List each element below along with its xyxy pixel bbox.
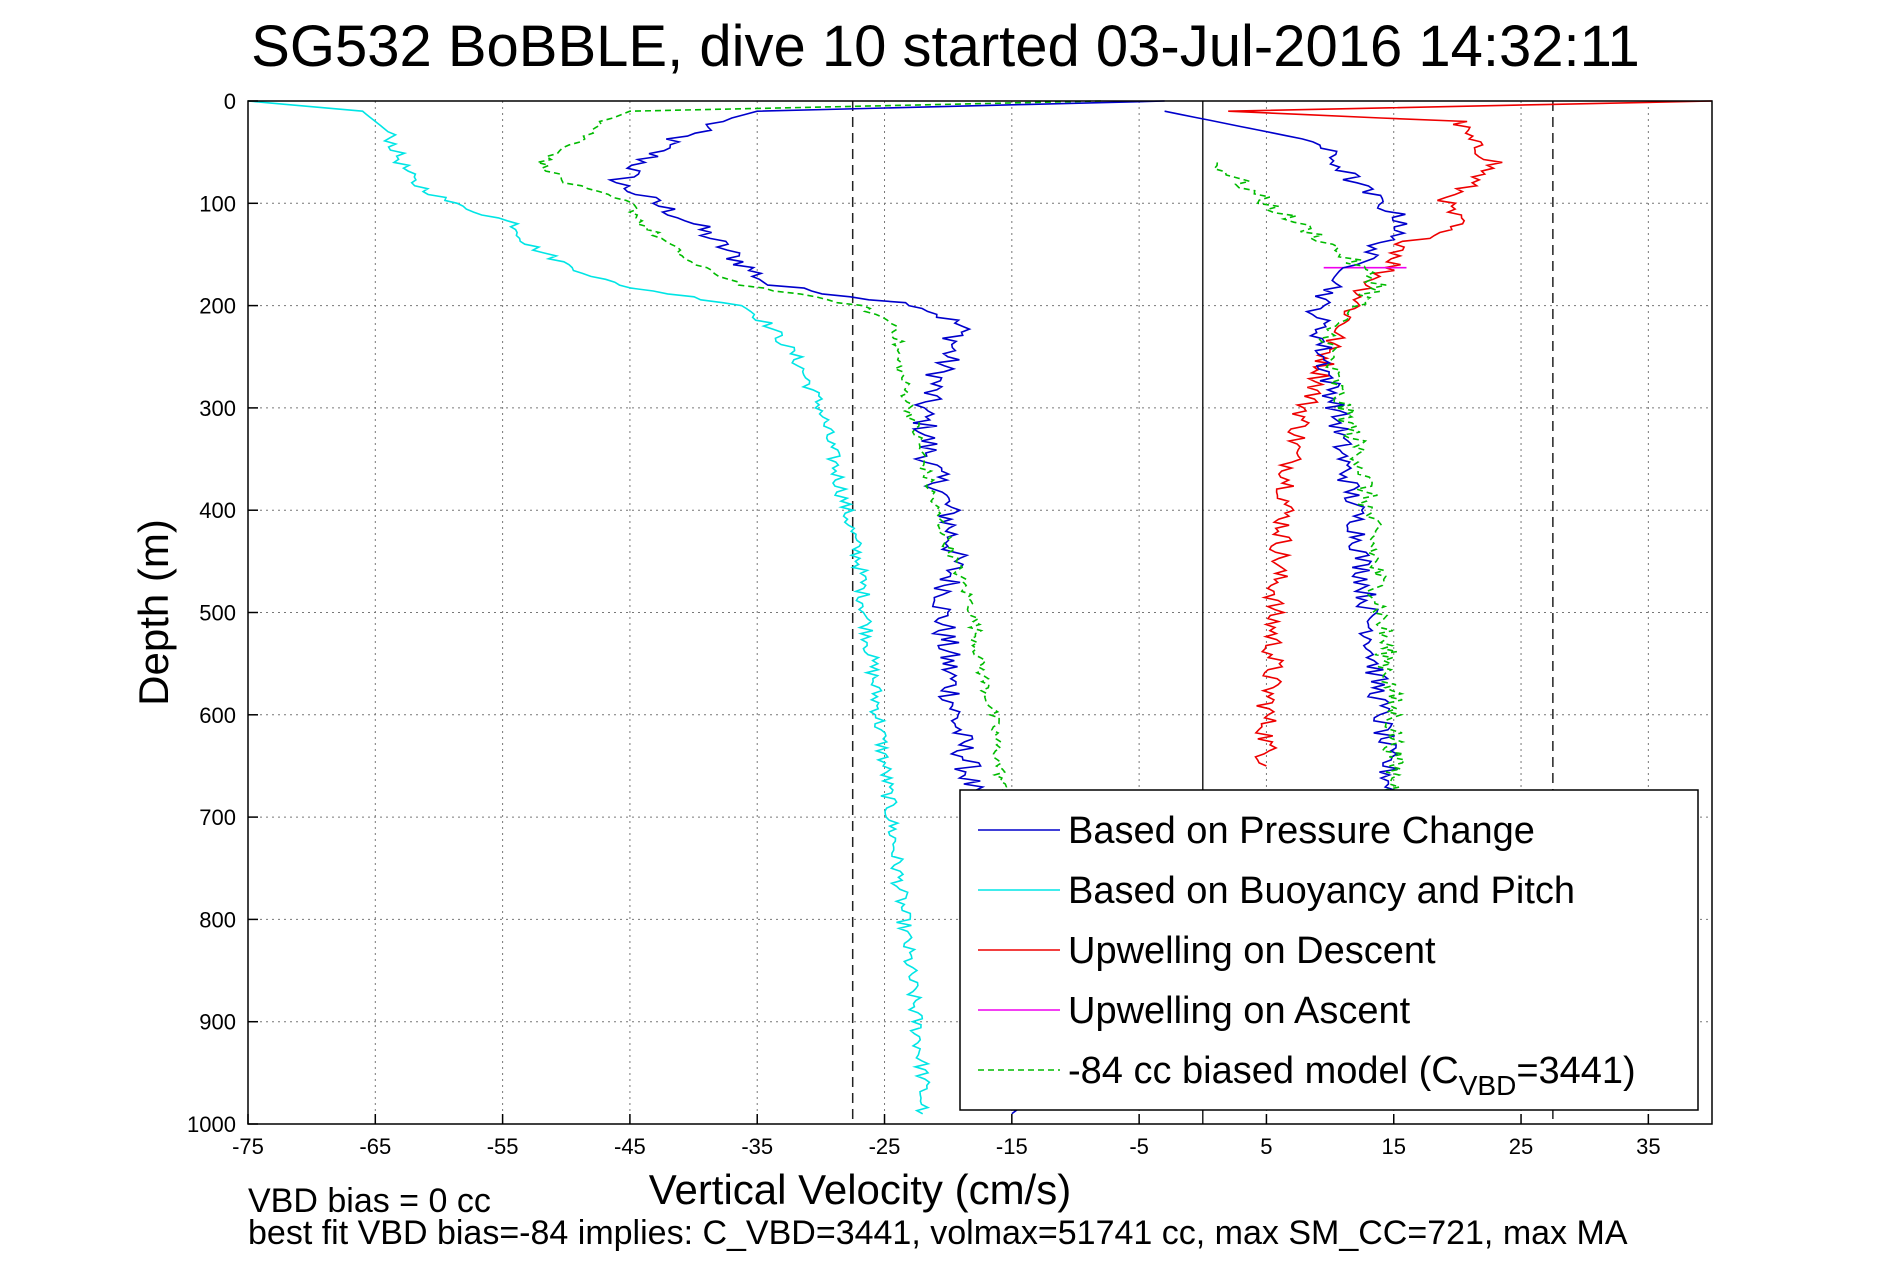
y-tick-label: 900: [199, 1010, 236, 1035]
y-tick-label: 800: [199, 907, 236, 932]
x-tick-label: -45: [614, 1134, 646, 1159]
x-tick-label: 5: [1260, 1134, 1272, 1159]
x-tick-label: 25: [1509, 1134, 1533, 1159]
data-series: [247, 100, 1713, 1115]
x-tick-label: -55: [487, 1134, 519, 1159]
series-line-1: [247, 100, 931, 1115]
ascent-line-1: [1212, 162, 1407, 818]
y-tick-label: 500: [199, 601, 236, 626]
legend-box: [959, 789, 1699, 1111]
y-tick-label: 700: [199, 805, 236, 830]
legend-entry-label: Based on Pressure Change: [1068, 810, 1535, 852]
y-tick-label: 200: [199, 294, 236, 319]
x-tick-label: -5: [1129, 1134, 1149, 1159]
axis-ticks: -75 -65 -55 -45 -35 -25 -15 -5 5 15 25 350100200300…: [187, 89, 1661, 1159]
ascent-line-0: [1164, 110, 1408, 818]
x-axis-title: Vertical Velocity (cm/s): [649, 1166, 1071, 1213]
y-tick-label: 100: [199, 191, 236, 216]
legend-entry-label: Upwelling on Ascent: [1068, 990, 1411, 1032]
y-tick-label: 300: [199, 396, 236, 421]
legend: Based on Pressure Change Based on Buoyanc…: [959, 789, 1699, 1111]
y-tick-label: 0: [224, 89, 236, 114]
chart-title: SG532 BoBBLE, dive 10 started 03-Jul-201…: [251, 14, 1640, 79]
y-tick-label: 1000: [187, 1112, 236, 1137]
x-tick-label: 35: [1636, 1134, 1660, 1159]
series-line-2: [1228, 100, 1713, 767]
x-tick-label: -65: [359, 1134, 391, 1159]
x-tick-label: -15: [996, 1134, 1028, 1159]
y-axis-title: Depth (m): [130, 519, 177, 706]
x-tick-label: -75: [232, 1134, 264, 1159]
footer-fit-note: best fit VBD bias=-84 implies: C_VBD=344…: [248, 1214, 1628, 1252]
legend-entry-label: Upwelling on Descent: [1068, 930, 1436, 972]
legend-entry-label: -84 cc biased model (CVBD=3441): [1068, 1050, 1636, 1101]
footer-bias-note: VBD bias = 0 cc: [248, 1182, 491, 1220]
legend-entry-label: Based on Buoyancy and Pitch: [1068, 870, 1575, 912]
series-line-4: [537, 100, 1101, 818]
x-tick-label: 15: [1381, 1134, 1405, 1159]
y-tick-label: 600: [199, 703, 236, 728]
y-tick-label: 400: [199, 498, 236, 523]
x-tick-label: -25: [869, 1134, 901, 1159]
x-tick-label: -35: [741, 1134, 773, 1159]
